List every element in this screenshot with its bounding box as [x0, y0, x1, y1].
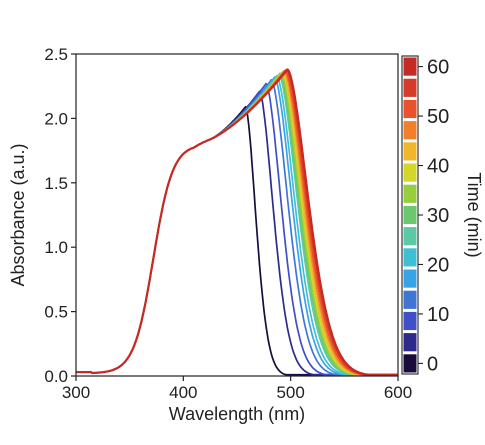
y-tick-label: 0.0 — [44, 367, 68, 386]
series-line-t56 — [76, 68, 398, 376]
colorbar-swatch — [403, 333, 417, 352]
x-axis-title: Wavelength (nm) — [169, 404, 305, 424]
series-line-t0 — [76, 105, 398, 376]
colorbar-tick-label: 30 — [427, 205, 449, 227]
colorbar-tick-label: 40 — [427, 156, 449, 178]
x-tick-label: 600 — [384, 383, 412, 402]
y-tick-label: 0.5 — [44, 303, 68, 322]
colorbar-swatch — [403, 248, 417, 267]
x-tick-label: 300 — [62, 383, 90, 402]
colorbar-tick-label: 0 — [427, 353, 438, 375]
spectra-series-group — [76, 68, 398, 376]
colorbar-swatch — [403, 78, 417, 97]
colorbar-swatch — [403, 142, 417, 161]
colorbar-swatch — [403, 121, 417, 140]
y-axis: 0.0 0.5 1.0 1.5 2.0 2.5 — [44, 45, 76, 386]
x-tick-label: 500 — [276, 383, 304, 402]
y-axis-title: Absorbance (a.u.) — [8, 143, 28, 286]
series-line-t8 — [76, 82, 398, 376]
colorbar-tick-label: 20 — [427, 254, 449, 276]
colorbar: 0 10 20 30 40 50 60 — [401, 55, 449, 375]
colorbar-swatch — [403, 184, 417, 203]
plot-frame — [75, 53, 399, 377]
colorbar-tick-label: 10 — [427, 304, 449, 326]
y-tick-label: 1.5 — [44, 174, 68, 193]
colorbar-swatch — [403, 269, 417, 288]
series-line-t4 — [76, 90, 398, 376]
colorbar-swatch — [403, 205, 417, 225]
colorbar-swatch — [403, 311, 417, 331]
y-tick-label: 1.0 — [44, 238, 68, 257]
colorbar-swatch — [403, 163, 417, 182]
series-line-t12 — [76, 78, 398, 376]
x-axis: 300 400 500 600 — [62, 376, 412, 402]
colorbar-swatch — [403, 354, 417, 373]
colorbar-swatch — [403, 227, 417, 246]
y-tick-label: 2.5 — [44, 45, 68, 64]
colorbar-swatch — [403, 57, 417, 76]
y-tick-label: 2.0 — [44, 109, 68, 128]
colorbar-swatch — [403, 290, 417, 309]
series-line-t52 — [76, 68, 398, 376]
colorbar-tick-label: 50 — [427, 106, 449, 128]
x-tick-label: 400 — [169, 383, 197, 402]
colorbar-title: Time (min) — [464, 172, 484, 257]
colorbar-swatch — [403, 99, 417, 119]
colorbar-tick-label: 60 — [427, 57, 449, 79]
